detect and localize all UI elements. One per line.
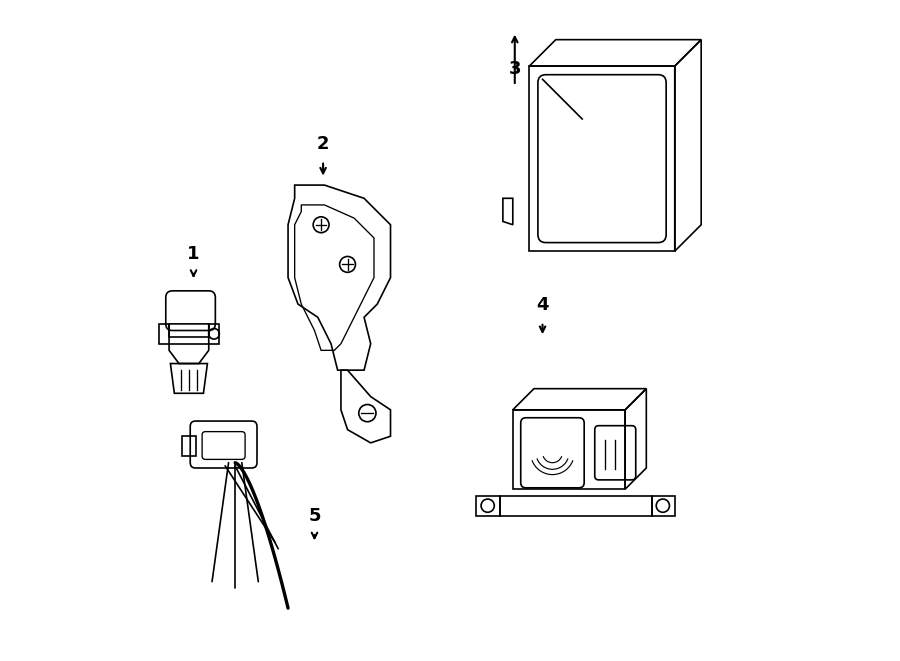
Text: 4: 4 — [536, 296, 549, 315]
Text: 1: 1 — [187, 245, 200, 264]
Text: 3: 3 — [508, 60, 521, 79]
Text: 2: 2 — [317, 135, 329, 153]
Text: 5: 5 — [308, 506, 320, 525]
